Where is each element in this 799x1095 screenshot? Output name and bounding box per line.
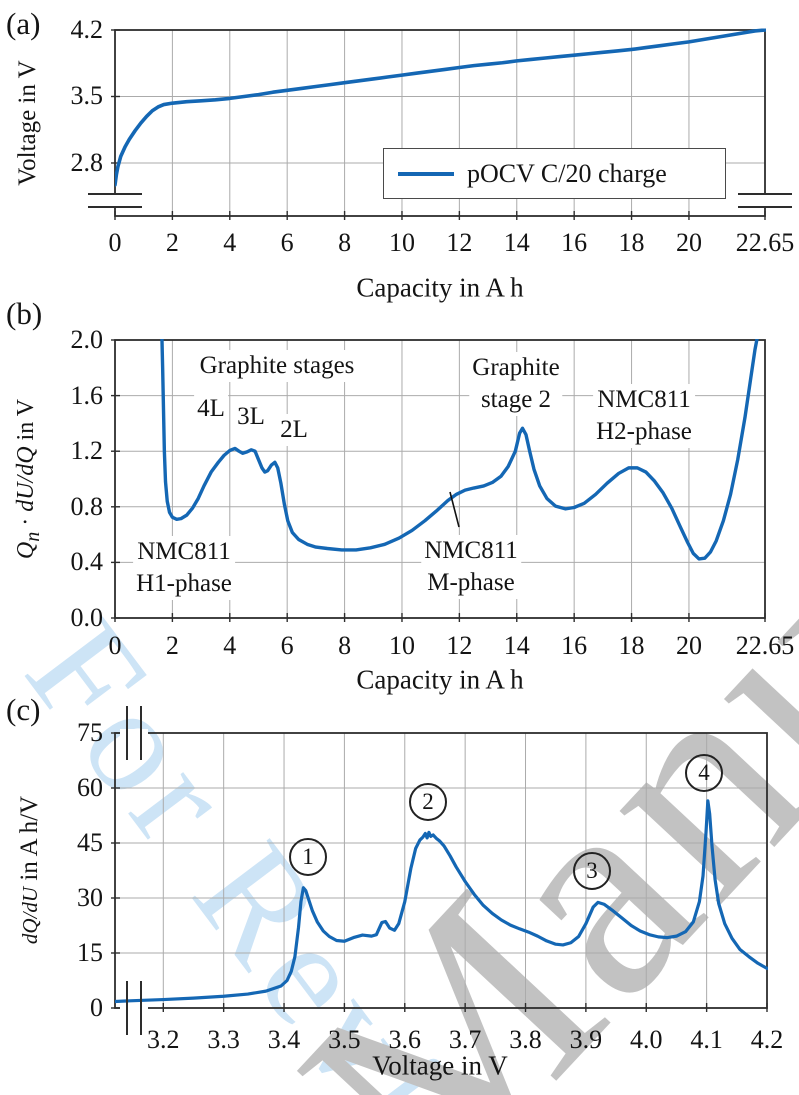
- annotation-nmc811-h2-line2: H2-phase: [596, 418, 692, 445]
- annotation-3L: 3L: [234, 401, 268, 433]
- x-tick-label: 0: [108, 228, 122, 257]
- x-tick-label: 8: [338, 631, 352, 660]
- x-tick-label: 3.5: [328, 1025, 361, 1054]
- annotation-nmc811-h1-line2: H1-phase: [136, 570, 232, 597]
- x-tick-label: 20: [675, 228, 702, 257]
- x-tick-label: 3.2: [147, 1025, 180, 1054]
- legend-line-sample: [398, 171, 454, 176]
- y-tick-label: 1.6: [70, 380, 104, 410]
- x-tick-label: 4.1: [690, 1025, 723, 1054]
- annotation-graphite-stages: Graphite stages: [196, 350, 358, 382]
- x-tick-label: 16: [561, 631, 588, 660]
- peak-marker-3: 3: [573, 852, 611, 890]
- y-tick-label: 30: [77, 883, 103, 912]
- x-tick-label: 4: [223, 228, 237, 257]
- x-tick-label: 3.9: [569, 1025, 603, 1054]
- ylabel-b-sub: n: [21, 531, 44, 542]
- panel-a-frame: [114, 29, 766, 217]
- x-tick-label: 6: [280, 631, 294, 660]
- x-tick-label: 12: [446, 631, 473, 660]
- x-tick-label: 2: [165, 631, 179, 660]
- y-tick-label: 60: [77, 773, 103, 802]
- annotation-nmc811-h1: NMC811 H1-phase: [133, 536, 235, 600]
- x-tick-label: 0: [108, 631, 122, 660]
- annotation-nmc811-h2-line1: NMC811: [597, 386, 691, 413]
- x-tick-label: 18: [618, 631, 645, 660]
- x-tick-label: 12: [446, 228, 473, 257]
- y-tick-label: 1.2: [70, 436, 104, 466]
- x-tick-label: 14: [503, 631, 530, 660]
- x-tick-label: 10: [388, 228, 415, 257]
- y-tick-label: 0: [90, 993, 103, 1022]
- x-tick-label: 10: [388, 631, 415, 660]
- panel-c-xlabel: Voltage in V: [372, 1050, 508, 1081]
- annotation-graphite-stage-2-line2: stage 2: [480, 386, 552, 413]
- x-tick-label: 3.6: [388, 1025, 422, 1054]
- panel-b-xlabel: Capacity in A h: [356, 664, 524, 695]
- x-tick-label: 3.8: [509, 1025, 542, 1054]
- x-tick-label: 20: [675, 631, 702, 660]
- annotation-2L: 2L: [277, 414, 311, 446]
- annotation-graphite-stage-2-line1: Graphite: [472, 354, 560, 381]
- x-tick-label: 6: [280, 228, 294, 257]
- panel-b-ylabel: Qn · dU/dQ in V: [13, 399, 45, 559]
- x-tick-label: 22.65: [735, 228, 795, 257]
- panel-a-label: (a): [6, 6, 41, 41]
- annotation-nmc811-m-line1: NMC811: [424, 537, 518, 564]
- annotation-nmc811-m: NMC811 M-phase: [421, 535, 521, 599]
- x-tick-label: 22.65: [735, 631, 795, 660]
- x-tick-label: 4.2: [750, 1025, 784, 1054]
- annotation-nmc811-h2: NMC811 H2-phase: [593, 384, 695, 448]
- curve-b: [160, 339, 759, 561]
- y-tick-label: 3.5: [70, 81, 104, 111]
- m-phase-callout-line: [449, 491, 460, 528]
- y-tick-label: 4.2: [70, 15, 104, 44]
- x-tick-label: 4.0: [630, 1025, 663, 1054]
- panel-b-label: (b): [6, 296, 43, 331]
- peak-marker-2: 2: [409, 783, 447, 821]
- panel-c-frame: [114, 732, 768, 1009]
- peak-marker-4: 4: [685, 754, 723, 792]
- y-tick-label: 2.0: [70, 325, 104, 354]
- x-tick-label: 2: [165, 228, 179, 257]
- panel-b-frame: [114, 339, 766, 619]
- axis-ticks: [111, 29, 768, 1012]
- legend: pOCV C/20 charge: [383, 148, 726, 199]
- data-curves: [115, 28, 768, 1004]
- peak-marker-1: 1: [289, 838, 327, 876]
- y-tick-label: 0.4: [70, 547, 104, 577]
- x-tick-label: 8: [338, 228, 352, 257]
- panel-c-label: (c): [6, 692, 41, 727]
- annotation-nmc811-m-line2: M-phase: [427, 569, 515, 596]
- curve-c: [115, 799, 768, 1004]
- curve-a: [115, 28, 766, 187]
- x-tick-label: 3.7: [448, 1025, 482, 1054]
- y-tick-label: 0.8: [70, 491, 104, 521]
- annotation-4L: 4L: [194, 393, 228, 425]
- x-tick-label: 4: [223, 631, 237, 660]
- x-tick-label: 18: [618, 228, 645, 257]
- y-tick-label: 75: [77, 718, 103, 747]
- panel-c-ylabel: dQ/dU in A h/V: [16, 796, 44, 944]
- x-tick-label: 14: [503, 228, 530, 257]
- x-tick-label: 3.4: [267, 1025, 301, 1054]
- annotation-graphite-stage-2: Graphite stage 2: [469, 352, 563, 416]
- legend-label: pOCV C/20 charge: [467, 158, 667, 188]
- y-tick-label: 0.0: [70, 603, 104, 632]
- x-tick-label: 16: [561, 228, 588, 257]
- panel-a-xlabel: Capacity in A h: [356, 272, 524, 303]
- x-tick-label: 3.3: [207, 1025, 240, 1054]
- axis-break-marks: [88, 193, 792, 1035]
- y-tick-label: 2.8: [70, 147, 104, 177]
- annotation-nmc811-h1-line1: NMC811: [137, 538, 231, 565]
- y-tick-label: 15: [77, 938, 103, 967]
- y-tick-label: 45: [77, 828, 103, 857]
